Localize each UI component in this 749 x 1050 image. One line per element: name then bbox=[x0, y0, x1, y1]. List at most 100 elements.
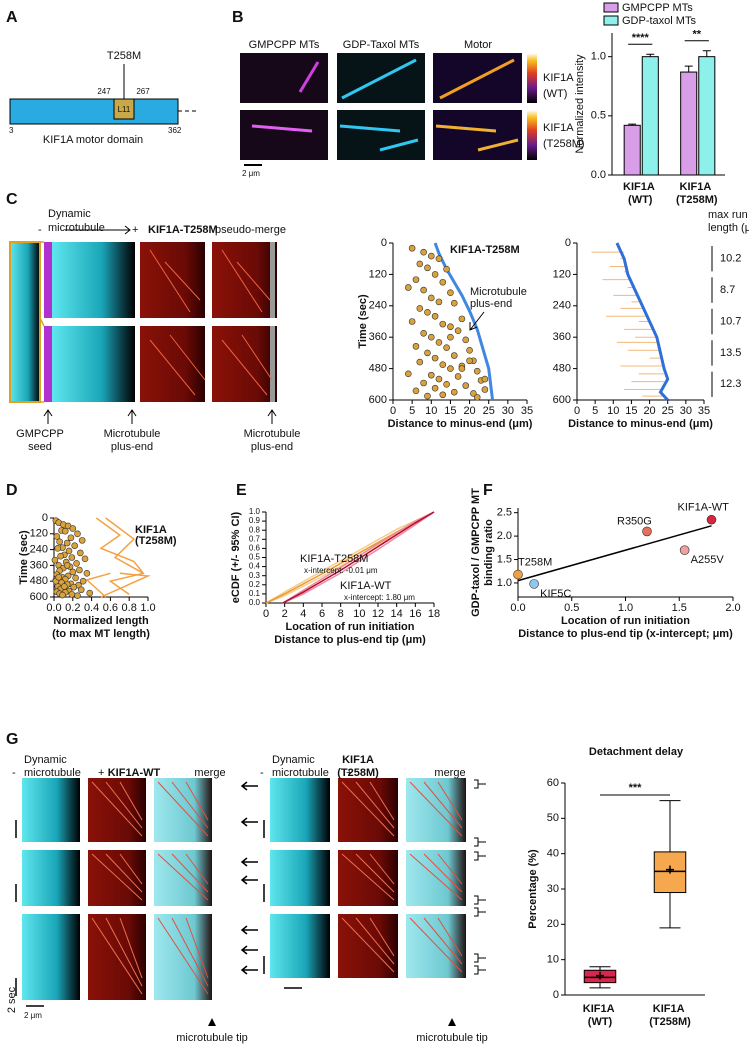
y-tick-label: 360 bbox=[553, 331, 571, 343]
x-tick-label: 6 bbox=[319, 608, 325, 620]
kymo-track bbox=[423, 917, 463, 965]
legend-label: GMPCPP MTs bbox=[622, 2, 693, 14]
kymo-track bbox=[157, 853, 209, 901]
y-axis-label: eCDF (+/- 95% CI) bbox=[230, 511, 242, 603]
point bbox=[424, 264, 431, 272]
y-tick-label: 600 bbox=[553, 394, 571, 406]
x-tick-label: 15 bbox=[444, 405, 456, 417]
x-tick-label: 8 bbox=[338, 608, 344, 620]
kymo-track bbox=[409, 853, 463, 901]
point bbox=[420, 329, 427, 337]
y-tick-label: 0.3 bbox=[249, 571, 261, 580]
chart-annotation: x-intercept: -0.01 μm bbox=[304, 566, 378, 575]
kymo-cyan bbox=[270, 778, 330, 842]
point bbox=[443, 344, 450, 351]
chart-annotation: Microtubule bbox=[470, 286, 527, 298]
line bbox=[615, 242, 670, 402]
y-tick-label: 20 bbox=[547, 918, 559, 930]
point bbox=[76, 566, 83, 574]
kymo-label: Dynamic bbox=[272, 754, 315, 766]
kymo-track bbox=[91, 917, 143, 995]
kymo-track bbox=[437, 917, 463, 957]
kymo-track bbox=[341, 781, 395, 837]
point bbox=[412, 387, 420, 395]
x-tick-label: 0.4 bbox=[84, 602, 99, 614]
significance-label: *** bbox=[629, 782, 643, 794]
point bbox=[439, 391, 447, 399]
residue-label: 267 bbox=[136, 87, 150, 96]
kymo-label: microtubule bbox=[48, 222, 105, 234]
line bbox=[282, 511, 435, 604]
point bbox=[74, 530, 81, 538]
legend-swatch bbox=[603, 2, 619, 13]
kymo-annotation: Microtubule bbox=[244, 428, 301, 440]
legend-label: GDP-taxol MTs bbox=[622, 15, 696, 27]
point bbox=[431, 384, 439, 392]
x-tick-label: 0 bbox=[574, 405, 580, 417]
x-tick-label: 5 bbox=[592, 405, 598, 417]
point bbox=[416, 358, 424, 366]
y-tick-label: 120 bbox=[553, 268, 571, 280]
y-tick-label: 600 bbox=[30, 591, 48, 603]
x-tick-label: 35 bbox=[698, 405, 710, 417]
x-tick-label: 0 bbox=[390, 405, 396, 417]
y-tick-label: 0.4 bbox=[249, 562, 261, 571]
kymo-track bbox=[185, 853, 209, 885]
x-axis-label: Distance to plus-end tip (x-intercept; μ… bbox=[518, 628, 733, 640]
x-tick-label: 0.5 bbox=[564, 602, 579, 614]
mutation-label: T258M bbox=[107, 50, 141, 62]
kymo-track bbox=[409, 781, 463, 837]
panel-label: D bbox=[6, 482, 18, 499]
point bbox=[424, 349, 431, 357]
line bbox=[517, 525, 712, 582]
kymo-label: KIF1A-WT bbox=[108, 767, 161, 779]
chart-title: Detachment delay bbox=[589, 746, 684, 758]
x-tick-label: 0.0 bbox=[510, 602, 525, 614]
arrow bbox=[240, 925, 258, 935]
kymo-track bbox=[409, 917, 463, 973]
kymo-track bbox=[369, 917, 395, 957]
point bbox=[481, 375, 489, 383]
y-tick-label: 120 bbox=[30, 528, 48, 540]
y-tick-label: 60 bbox=[547, 777, 559, 789]
minus-label: - bbox=[260, 767, 264, 779]
point bbox=[420, 248, 427, 256]
x-tick-label: 25 bbox=[662, 405, 674, 417]
x-tick-label: KIF1A (WT) bbox=[583, 1003, 617, 1028]
y-axis-label: GDP-taxol / GMPCPP MT bbox=[470, 488, 482, 617]
plus-label: + bbox=[132, 224, 138, 236]
y-tick-label: 1.5 bbox=[497, 553, 512, 565]
point bbox=[81, 555, 89, 563]
error-bar bbox=[646, 53, 655, 57]
y-tick-label: 50 bbox=[547, 812, 559, 824]
y-tick-label: 0 bbox=[381, 237, 387, 249]
x-tick-label: 35 bbox=[521, 405, 533, 417]
mean-marker bbox=[596, 971, 604, 980]
point bbox=[439, 320, 447, 328]
x-tick-label: KIF1A (T258M) bbox=[676, 181, 718, 206]
point bbox=[72, 574, 79, 582]
chart-annotation: KIF1A bbox=[135, 524, 167, 536]
tip-label: microtubule tip bbox=[176, 1032, 248, 1044]
x-tick-label: 12 bbox=[372, 608, 384, 620]
point bbox=[405, 284, 412, 291]
significance-label: **** bbox=[632, 32, 650, 44]
point bbox=[412, 343, 420, 350]
line bbox=[100, 572, 151, 598]
run-length-value: 13.5 bbox=[720, 347, 741, 359]
point bbox=[59, 591, 66, 599]
image-row-label: KIF1A bbox=[543, 72, 574, 84]
run-length-value: 12.3 bbox=[720, 378, 741, 390]
point bbox=[450, 352, 458, 359]
y-tick-label: 40 bbox=[547, 848, 559, 860]
point bbox=[63, 539, 71, 547]
point bbox=[61, 527, 69, 535]
kymo-label: KIF1A-T258M bbox=[148, 224, 218, 236]
y-tick-label: 10 bbox=[547, 954, 559, 966]
kymo-annotation: plus-end bbox=[251, 441, 293, 453]
y-axis-label: Time (sec) bbox=[357, 294, 369, 349]
point bbox=[83, 569, 91, 577]
x-tick-label: 20 bbox=[463, 405, 475, 417]
plus-label: + bbox=[346, 767, 352, 779]
